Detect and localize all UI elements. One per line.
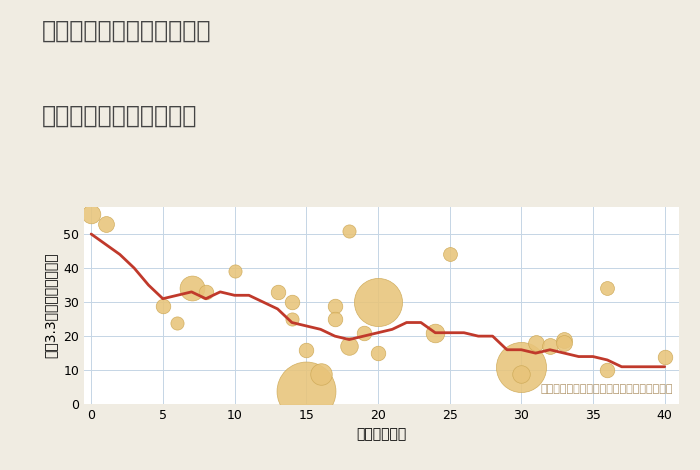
- Y-axis label: 坪（3.3㎡）単価（万円）: 坪（3.3㎡）単価（万円）: [43, 253, 57, 358]
- Point: [659, 353, 671, 360]
- Point: [172, 319, 183, 326]
- X-axis label: 築年数（年）: 築年数（年）: [356, 428, 407, 442]
- Point: [286, 315, 297, 323]
- Point: [516, 370, 527, 377]
- Point: [229, 268, 240, 275]
- Point: [372, 298, 384, 306]
- Point: [300, 346, 312, 353]
- Point: [602, 285, 613, 292]
- Point: [200, 288, 211, 296]
- Point: [516, 363, 527, 370]
- Point: [530, 339, 541, 347]
- Point: [329, 315, 340, 323]
- Point: [444, 251, 455, 258]
- Text: 円の大きさは、取引のあった物件面積を示す: 円の大きさは、取引のあった物件面積を示す: [540, 384, 673, 394]
- Point: [315, 370, 326, 377]
- Point: [300, 387, 312, 394]
- Point: [344, 227, 355, 235]
- Text: 築年数別中古戸建て価格: 築年数別中古戸建て価格: [42, 103, 197, 127]
- Point: [372, 349, 384, 357]
- Point: [329, 302, 340, 309]
- Point: [100, 220, 111, 227]
- Point: [186, 285, 197, 292]
- Point: [545, 343, 556, 350]
- Point: [344, 343, 355, 350]
- Point: [158, 302, 169, 309]
- Point: [286, 298, 297, 306]
- Point: [358, 329, 369, 337]
- Point: [602, 367, 613, 374]
- Point: [430, 329, 441, 337]
- Point: [559, 339, 570, 347]
- Point: [85, 210, 97, 217]
- Point: [272, 288, 284, 296]
- Text: 兵庫県丹波市春日町新才の: 兵庫県丹波市春日町新才の: [42, 19, 211, 43]
- Point: [559, 336, 570, 343]
